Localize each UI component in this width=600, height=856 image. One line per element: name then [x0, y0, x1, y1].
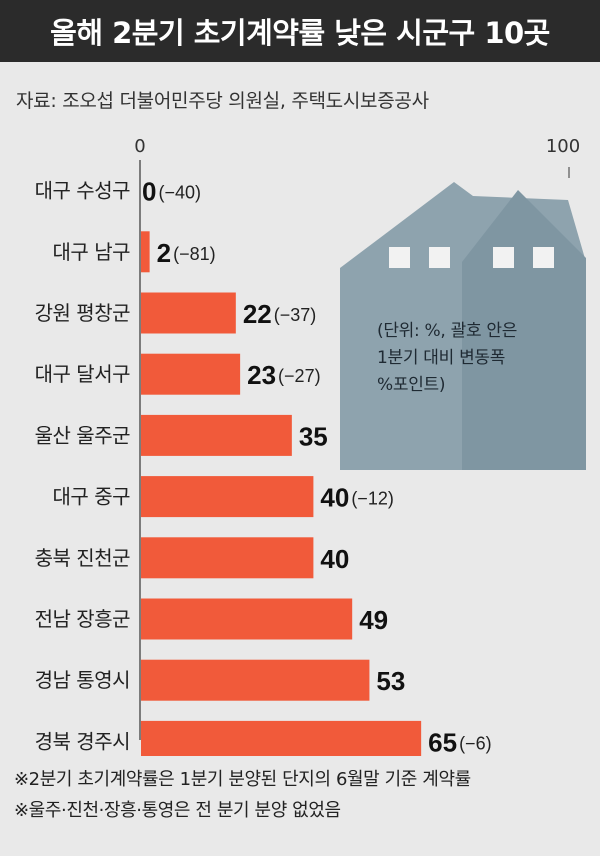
unit-note-line: (단위: %, 괄호 안은 — [377, 321, 518, 341]
house-icon — [340, 182, 586, 470]
change-label: (−40) — [158, 183, 201, 203]
category-label: 경북 경주시 — [35, 729, 130, 753]
value-label: 53 — [376, 666, 405, 696]
change-label: (−27) — [278, 366, 321, 386]
bar — [141, 231, 150, 273]
unit-note-line: 1분기 대비 변동폭 — [377, 348, 506, 368]
value-label: 0 — [142, 177, 156, 207]
bar — [141, 659, 370, 701]
change-label: (−37) — [274, 305, 317, 325]
footnote: ※2분기 초기계약률은 1분기 분양된 단지의 6월말 기준 계약률 — [14, 769, 471, 790]
axis-layer: 0 100 — [134, 136, 580, 740]
bar — [141, 720, 422, 756]
category-label: 충북 진천군 — [35, 546, 130, 570]
value-label: 2 — [157, 238, 171, 268]
unit-note-line: %포인트) — [377, 375, 446, 395]
category-label: 대구 수성구 — [35, 179, 130, 203]
bar-chart: 0 100 대구 수성구 0 (−40)대구 남구 2 (−81)강원 평창군 22 (−37… — [35, 136, 586, 756]
category-label: 대구 남구 — [53, 240, 131, 264]
change-label: (−81) — [173, 244, 216, 264]
bar — [141, 537, 314, 579]
change-label: (−6) — [459, 733, 492, 753]
category-label: 울산 울주군 — [35, 423, 130, 447]
source-text: 자료: 조오섭 더불어민주당 의원실, 주택도시보증공사 — [16, 90, 429, 112]
value-label: 49 — [359, 605, 388, 635]
house-window — [429, 247, 450, 268]
x-tick-label: 0 — [134, 136, 145, 157]
house-window — [389, 247, 410, 268]
change-label: (−12) — [351, 489, 394, 509]
footnote: ※울주·진천·장흥·통영은 전 분기 분양 없었음 — [14, 800, 341, 821]
category-label: 강원 평창군 — [35, 301, 130, 325]
bar — [141, 292, 236, 334]
value-label: 23 — [247, 360, 276, 390]
category-label: 경남 통영시 — [35, 668, 130, 692]
chart-title: 올해 2분기 초기계약률 낮은 시군구 10곳 — [0, 0, 600, 62]
x-tick-label: 100 — [546, 136, 580, 157]
bars-layer: 대구 수성구 0 (−40) 대구 남구 2 (−81) 강원 평창군 22 (−37) 대구 달… — [35, 177, 492, 756]
category-label: 전남 장흥군 — [35, 607, 130, 631]
value-label: 35 — [299, 421, 328, 451]
house-window — [493, 247, 514, 268]
value-label: 65 — [428, 727, 457, 756]
category-label: 대구 중구 — [53, 485, 131, 509]
bar — [141, 476, 314, 518]
house-window — [533, 247, 554, 268]
bar — [141, 414, 292, 456]
value-label: 22 — [243, 299, 272, 329]
bar — [141, 598, 353, 640]
unit-note: (단위: %, 괄호 안은 1분기 대비 변동폭 %포인트) — [377, 318, 517, 399]
category-label: 대구 달서구 — [35, 362, 130, 386]
value-label: 40 — [320, 483, 349, 513]
footnotes: ※2분기 초기계약률은 1분기 분양된 단지의 6월말 기준 계약률 ※울주·진… — [14, 764, 471, 826]
bar — [141, 353, 241, 395]
value-label: 40 — [320, 544, 349, 574]
